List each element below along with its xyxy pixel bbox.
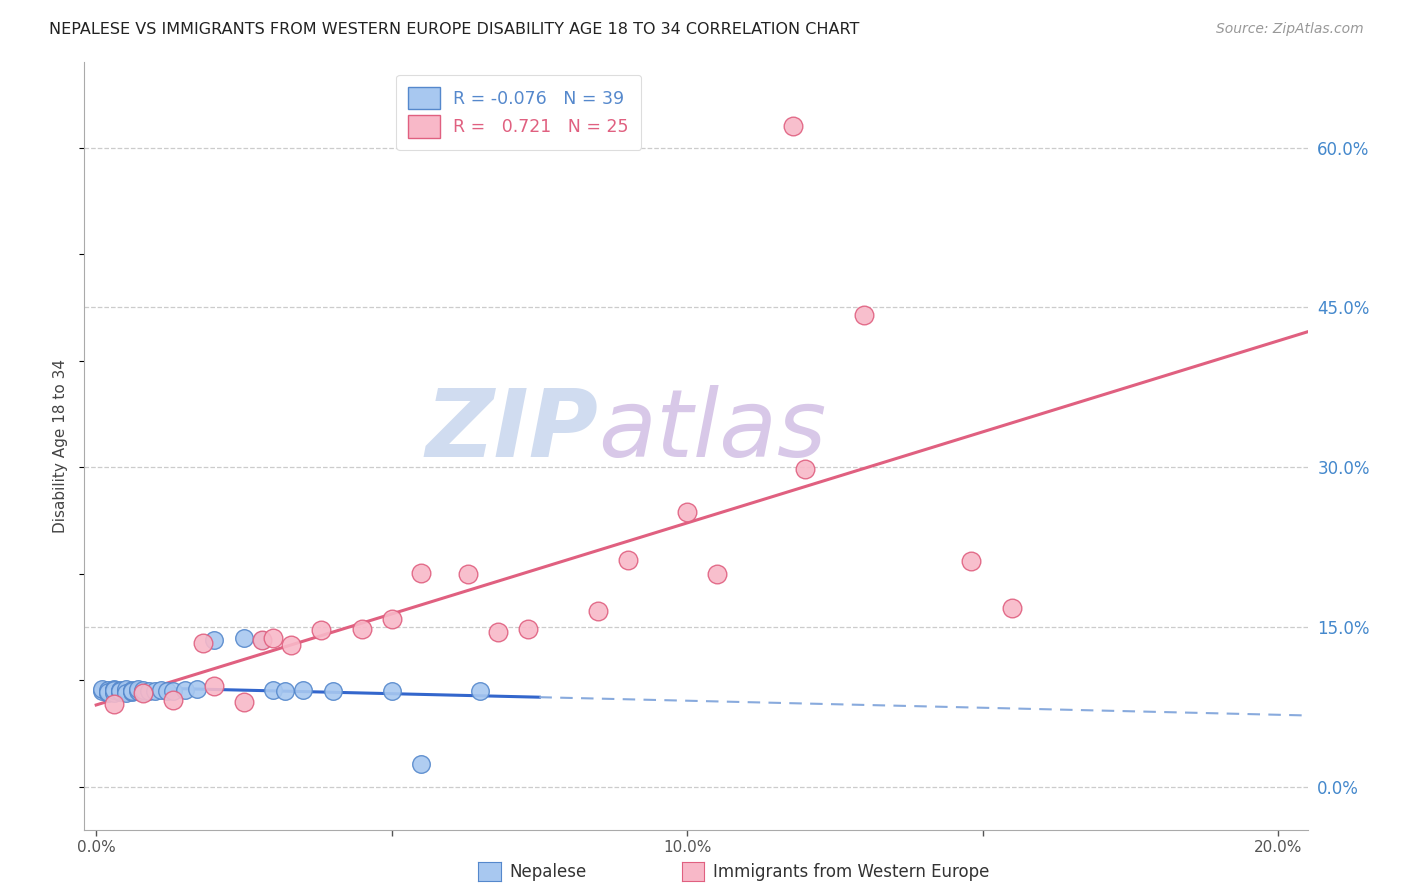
Point xyxy=(103,681,125,696)
Point xyxy=(121,683,143,698)
Point xyxy=(91,681,114,696)
Point xyxy=(250,632,273,647)
Point xyxy=(381,684,404,698)
Point xyxy=(322,684,344,698)
Point xyxy=(292,683,315,698)
Point xyxy=(97,683,120,698)
Point xyxy=(486,625,509,640)
Point xyxy=(173,683,195,698)
Point xyxy=(103,697,125,711)
Point xyxy=(108,683,131,698)
Point xyxy=(352,622,374,636)
Point xyxy=(470,684,492,698)
Point xyxy=(1001,601,1024,615)
Point xyxy=(959,554,981,568)
Point xyxy=(150,683,173,698)
Point xyxy=(782,120,804,134)
Point xyxy=(676,505,699,519)
Point xyxy=(853,308,876,322)
Text: ZIP: ZIP xyxy=(425,384,598,476)
Point xyxy=(103,683,125,698)
Point xyxy=(127,681,149,696)
Point xyxy=(280,638,302,652)
Point xyxy=(103,686,125,700)
Point xyxy=(232,631,254,645)
Text: Nepalese: Nepalese xyxy=(509,863,586,881)
Point xyxy=(156,684,179,698)
Point xyxy=(108,685,131,699)
Point xyxy=(97,685,120,699)
Text: NEPALESE VS IMMIGRANTS FROM WESTERN EUROPE DISABILITY AGE 18 TO 34 CORRELATION C: NEPALESE VS IMMIGRANTS FROM WESTERN EURO… xyxy=(49,22,859,37)
Point xyxy=(127,684,149,698)
Text: atlas: atlas xyxy=(598,385,827,476)
Y-axis label: Disability Age 18 to 34: Disability Age 18 to 34 xyxy=(53,359,69,533)
Point xyxy=(121,685,143,699)
Point xyxy=(162,684,184,698)
Point xyxy=(262,631,284,645)
Point xyxy=(121,684,143,698)
Point xyxy=(411,756,433,771)
Point xyxy=(250,632,273,647)
Point xyxy=(309,624,332,638)
Point xyxy=(103,684,125,698)
Point xyxy=(411,566,433,580)
Point xyxy=(516,622,538,636)
Point xyxy=(202,679,225,693)
Point xyxy=(588,604,610,618)
Text: Immigrants from Western Europe: Immigrants from Western Europe xyxy=(713,863,990,881)
Point xyxy=(706,566,728,581)
Point xyxy=(138,684,160,698)
Point xyxy=(232,695,254,709)
Point xyxy=(132,686,155,700)
Point xyxy=(132,685,155,699)
Point xyxy=(91,684,114,698)
Point xyxy=(262,683,284,698)
Point xyxy=(794,462,817,476)
Point xyxy=(114,681,136,696)
Point xyxy=(114,686,136,700)
Point xyxy=(274,684,297,698)
Point xyxy=(162,692,184,706)
Point xyxy=(114,684,136,698)
Point xyxy=(186,681,208,696)
Point xyxy=(457,566,479,581)
Legend: R = -0.076   N = 39, R =   0.721   N = 25: R = -0.076 N = 39, R = 0.721 N = 25 xyxy=(396,75,641,150)
Point xyxy=(108,684,131,698)
Point xyxy=(97,686,120,700)
Point xyxy=(191,636,214,650)
Point xyxy=(132,683,155,698)
Point xyxy=(143,684,166,698)
Text: Source: ZipAtlas.com: Source: ZipAtlas.com xyxy=(1216,22,1364,37)
Point xyxy=(202,632,225,647)
Point xyxy=(381,612,404,626)
Point xyxy=(617,553,640,567)
